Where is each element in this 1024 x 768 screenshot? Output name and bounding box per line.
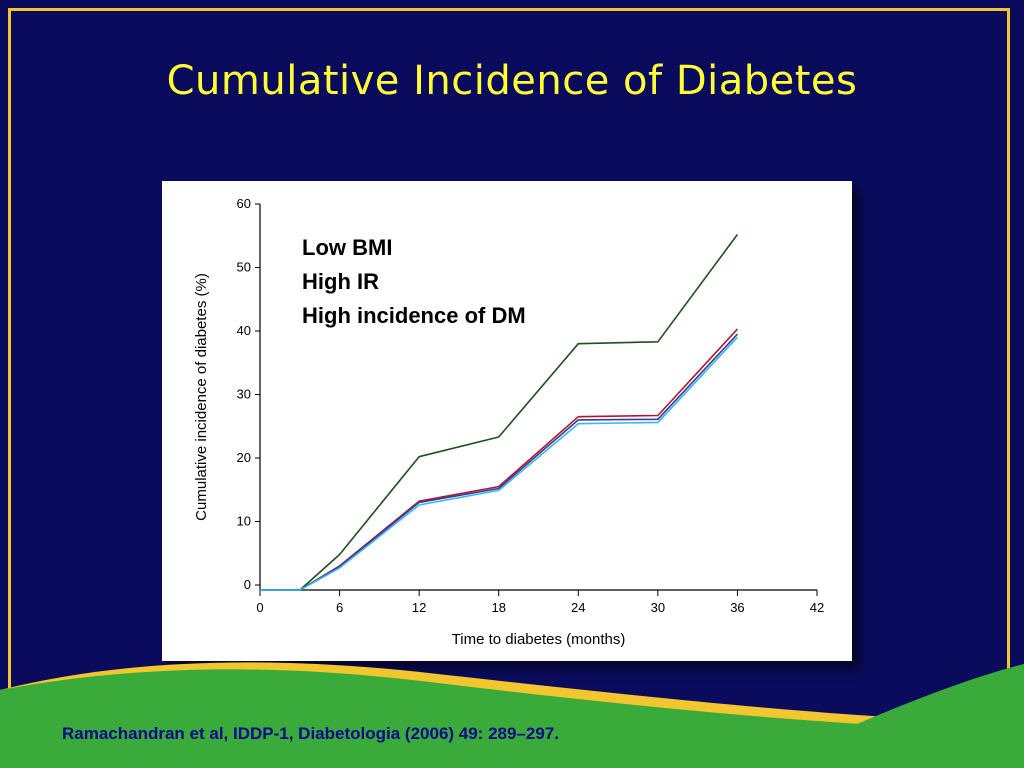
wave-green-right <box>760 664 1024 768</box>
y-tick-label: 60 <box>237 196 251 211</box>
line-chart: 0 10 20 30 40 50 60 0 6 12 18 24 30 36 42 Time to diabe… <box>193 196 824 648</box>
y-tick-label: 20 <box>237 450 251 465</box>
x-tick-label: 0 <box>256 600 263 615</box>
chart-series <box>260 234 739 591</box>
annotation-line-3: High incidence of DM <box>302 303 526 328</box>
citation: Ramachandran et al, IDDP-1, Diabetologia… <box>62 724 559 743</box>
x-tick-label: 6 <box>336 600 343 615</box>
x-tick-label: 18 <box>491 600 505 615</box>
chart-annotation: Low BMI High IR High incidence of DM <box>302 231 526 333</box>
x-axis-label: Time to diabetes (months) <box>452 631 626 648</box>
chart-labels: 0 10 20 30 40 50 60 0 6 12 18 24 30 36 42 Time to diabe… <box>193 196 824 648</box>
x-tick-label: 12 <box>412 600 426 615</box>
y-tick-label: 30 <box>237 387 251 402</box>
chart-panel: 0 10 20 30 40 50 60 0 6 12 18 24 30 36 42 Time to diabe… <box>162 181 852 661</box>
x-tick-label: 24 <box>571 600 585 615</box>
series-line-1 <box>260 234 739 591</box>
slide-title: Cumulative Incidence of Diabetes <box>166 58 858 104</box>
series-line-4 <box>260 336 738 591</box>
y-tick-label: 50 <box>237 260 251 275</box>
y-tick-label: 0 <box>244 577 251 592</box>
y-tick-label: 10 <box>237 514 251 529</box>
y-axis-label: Cumulative incidence of diabetes (%) <box>193 273 210 521</box>
y-tick-label: 40 <box>237 323 251 338</box>
x-tick-label: 36 <box>730 600 744 615</box>
wave-green-band <box>0 669 1024 768</box>
annotation-line-1: Low BMI <box>302 235 393 260</box>
x-tick-label: 42 <box>810 600 824 615</box>
chart-axes <box>255 203 818 596</box>
annotation-line-2: High IR <box>302 269 379 294</box>
x-tick-label: 30 <box>651 600 665 615</box>
